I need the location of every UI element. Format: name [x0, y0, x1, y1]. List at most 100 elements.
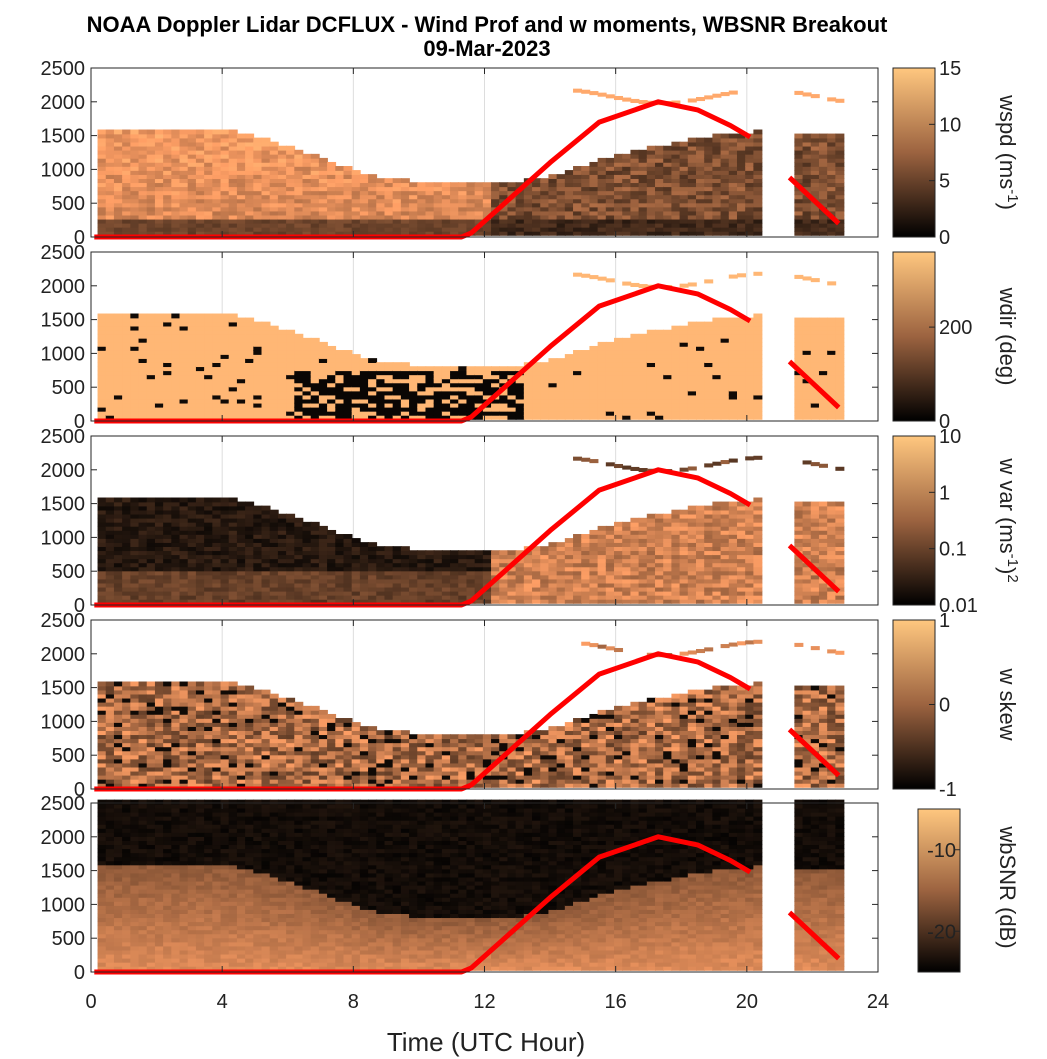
heatmap-cell [704, 210, 714, 216]
heatmap-cell [638, 337, 648, 343]
heatmap-cell [220, 534, 230, 539]
heatmap-cell [474, 370, 484, 376]
heatmap-cell [146, 186, 156, 192]
heatmap-cell [368, 182, 378, 188]
heatmap-cell [146, 226, 156, 232]
heatmap-cell [163, 161, 173, 167]
heatmap-cell [794, 206, 804, 212]
heatmap-cell [573, 182, 583, 188]
heatmap-cell [122, 598, 132, 604]
heatmap-cell [417, 366, 427, 372]
heatmap-cell [753, 170, 763, 175]
heatmap-cell [138, 497, 148, 503]
heatmap-cell [663, 190, 673, 196]
heatmap-cell [827, 394, 837, 400]
heatmap-cell [589, 402, 599, 408]
heatmap-cell [376, 566, 386, 572]
heatmap-cell [261, 574, 271, 580]
heatmap-cell [187, 214, 197, 220]
heatmap-cell [236, 202, 246, 208]
heatmap-cell [753, 182, 763, 188]
heatmap-cell [556, 402, 566, 408]
heatmap-cell [368, 230, 378, 236]
heatmap-cell [105, 394, 115, 400]
heatmap-cell [351, 370, 361, 376]
heatmap-cell [728, 149, 738, 155]
heatmap-cell [335, 218, 345, 224]
heatmap-cells [97, 88, 845, 236]
heatmap-cell [277, 341, 287, 347]
heatmap-cell [614, 190, 624, 196]
heatmap-cell [130, 542, 140, 547]
heatmap-cell [105, 341, 115, 347]
heatmap-cell [204, 374, 214, 380]
heatmap-cell [441, 194, 451, 200]
heatmap-cell [499, 230, 509, 236]
heatmap-cell [728, 366, 738, 372]
heatmap-cell [802, 178, 812, 184]
heatmap-cell [294, 529, 304, 535]
heatmap-cell [146, 505, 156, 511]
heatmap-cell [163, 558, 173, 564]
heatmap-cell [179, 170, 189, 175]
heatmap-cell [269, 542, 279, 547]
heatmap-cell [105, 406, 115, 412]
heatmap-cell [130, 509, 140, 515]
heatmap-cell [655, 190, 665, 196]
heatmap-cell [736, 166, 746, 171]
heatmap-cell [171, 354, 181, 359]
heatmap-cell [720, 145, 730, 151]
heatmap-cell [696, 190, 706, 196]
heatmap-cell [146, 370, 156, 376]
heatmap-cell [343, 170, 353, 175]
heatmap-cell [187, 129, 197, 135]
heatmap-cell [351, 218, 361, 224]
heatmap-cell [425, 222, 435, 228]
heatmap-cell [605, 206, 615, 212]
heatmap-cell [138, 513, 148, 519]
heatmap-cell [433, 226, 443, 232]
heatmap-cell [671, 194, 681, 200]
heatmap-cell [622, 97, 632, 102]
heatmap-cell [556, 398, 566, 404]
heatmap-cell [696, 337, 706, 343]
heatmap-cell [220, 341, 230, 347]
heatmap-cell [327, 218, 337, 224]
heatmap-cell [441, 190, 451, 196]
heatmap-cell [392, 598, 402, 604]
heatmap-cell [195, 578, 205, 584]
heatmap-cell [589, 378, 599, 384]
heatmap-cell [597, 218, 607, 224]
heatmap-cell [638, 406, 648, 412]
heatmap-cell [515, 366, 525, 372]
heatmap-cell [696, 414, 706, 420]
heatmap-cell [113, 194, 123, 200]
heatmap-cell [810, 394, 820, 400]
heatmap-cell [638, 394, 648, 400]
heatmap-cell [302, 574, 312, 580]
heatmap-cell [171, 517, 181, 523]
heatmap-cell [343, 410, 353, 416]
heatmap-cell [97, 358, 107, 363]
heatmap-cell [122, 222, 132, 228]
heatmap-cell [736, 321, 746, 327]
heatmap-cell [564, 414, 574, 420]
heatmap-cell [433, 406, 443, 412]
heatmap-cell [195, 414, 205, 420]
heatmap-cell [409, 394, 419, 400]
heatmap-cell [474, 550, 484, 556]
heatmap-cell [794, 410, 804, 416]
heatmap-cell [409, 562, 419, 568]
heatmap-cell [163, 182, 173, 188]
heatmap-cell [827, 153, 837, 159]
heatmap-cell [204, 214, 214, 220]
heatmap-cell [187, 333, 197, 339]
heatmap-cell [507, 366, 517, 372]
heatmap-cell [310, 182, 320, 188]
heatmap-cell [671, 222, 681, 228]
heatmap-cell [130, 410, 140, 416]
heatmap-cell [728, 390, 738, 396]
heatmap-cell [466, 218, 476, 224]
heatmap-cell [302, 166, 312, 171]
heatmap-cell [113, 153, 123, 159]
